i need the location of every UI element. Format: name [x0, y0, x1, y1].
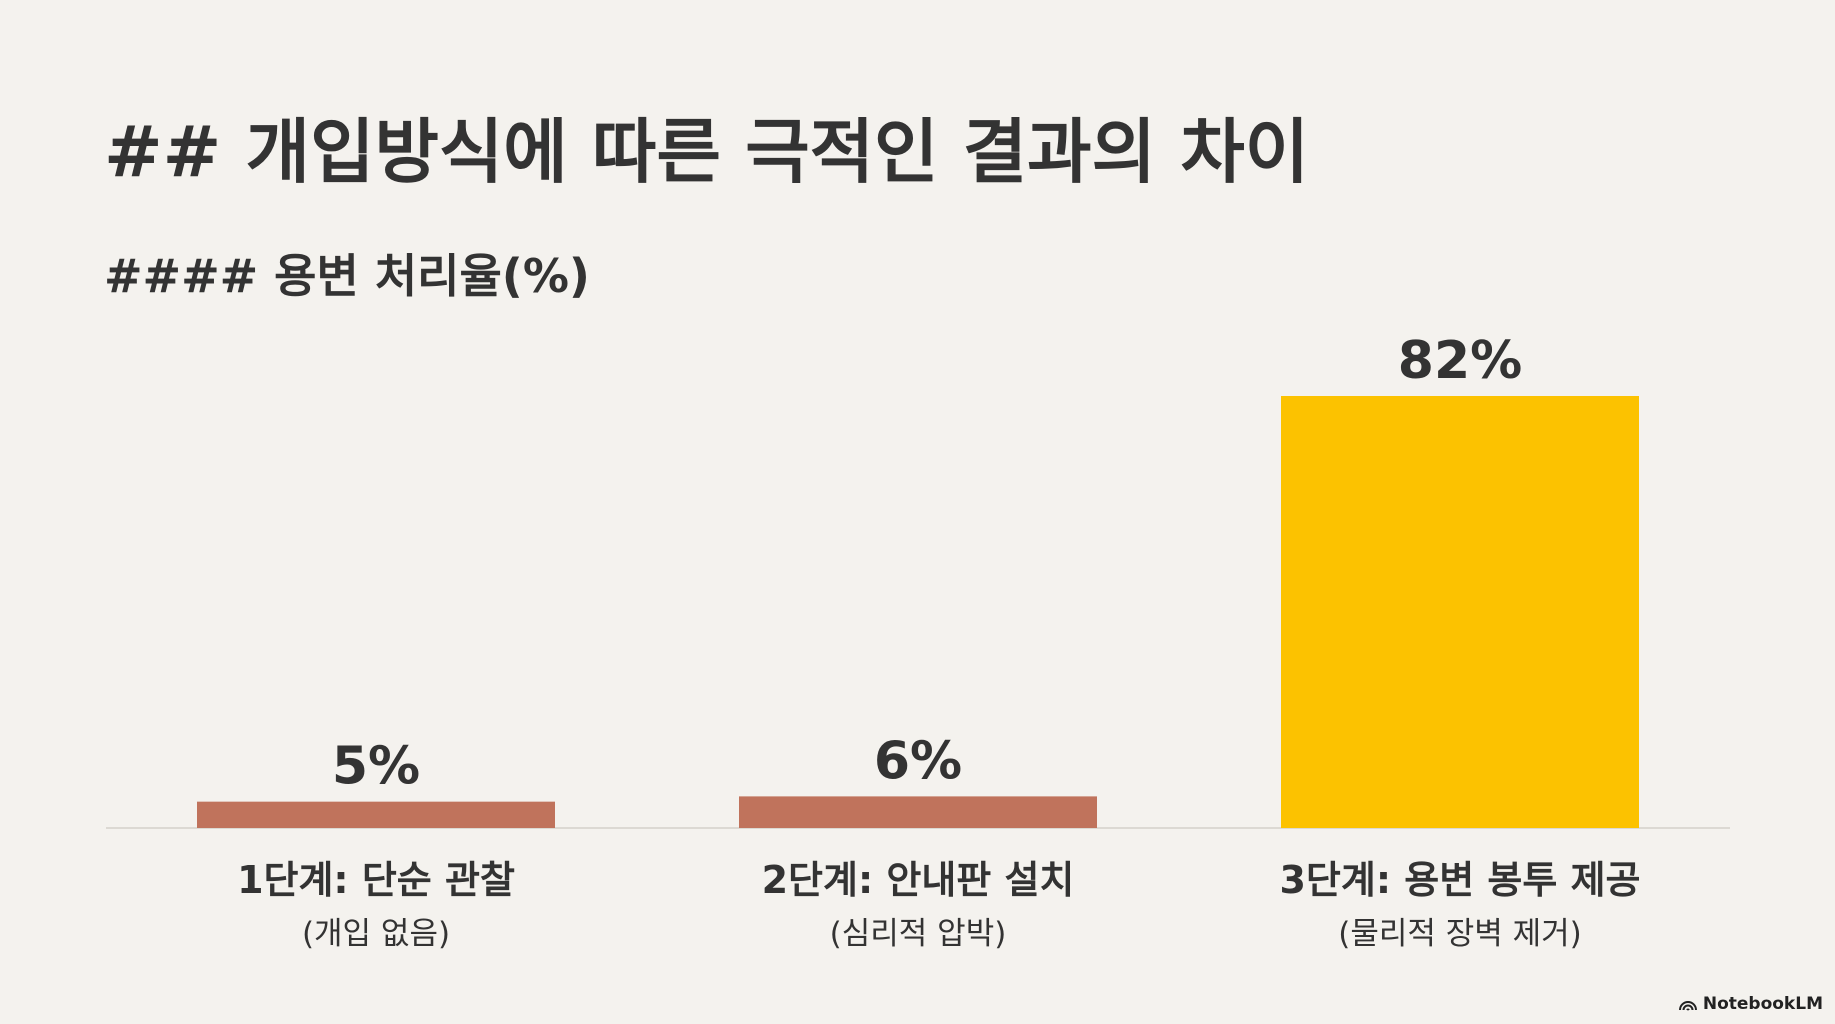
category-note: (개입 없음)	[302, 916, 450, 952]
bar-2	[739, 796, 1097, 828]
category-label: 3단계: 용변 봉투 제공	[1279, 858, 1640, 902]
bar-value-label: 82%	[1398, 331, 1522, 391]
category-label: 2단계: 안내판 설치	[762, 858, 1075, 902]
bar-value-label: 6%	[874, 731, 962, 791]
chart-subtitle: #### 용변 처리율(%)	[104, 249, 590, 303]
page-title: ## 개입방식에 따른 극적인 결과의 차이	[104, 111, 1310, 193]
category-note: (물리적 장벽 제거)	[1338, 916, 1582, 952]
brand-name: NotebookLM	[1702, 994, 1823, 1014]
notebooklm-logo-icon	[1678, 1001, 1697, 1011]
category-label: 1단계: 단순 관찰	[237, 858, 515, 902]
notebooklm-brand: NotebookLM	[1678, 994, 1823, 1014]
bar-3	[1281, 396, 1639, 828]
bar-value-label: 5%	[332, 737, 420, 797]
bar-1	[197, 801, 555, 828]
category-note: (심리적 압박)	[830, 916, 1007, 952]
